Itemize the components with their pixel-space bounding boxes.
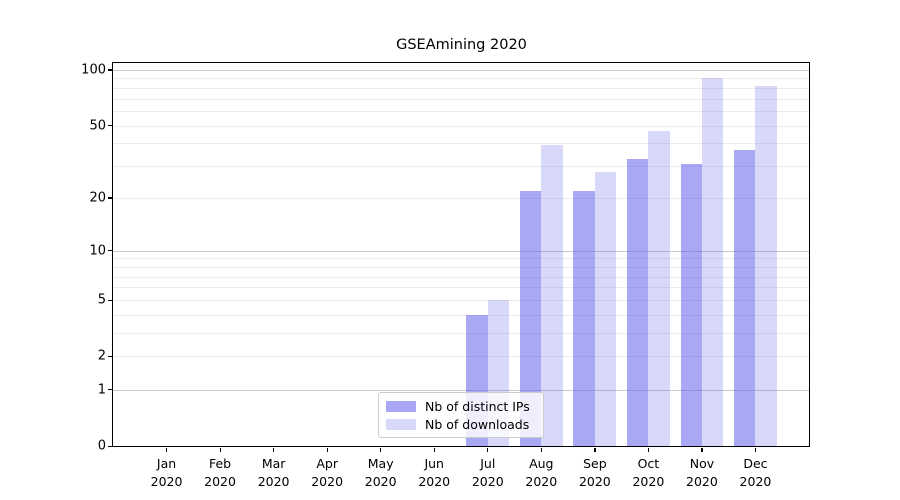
x-tick-label: Sep 2020 xyxy=(578,456,611,490)
y-tick xyxy=(108,445,112,447)
y-tick-label: 10 xyxy=(89,243,106,259)
bar-dec-downloads xyxy=(755,85,777,446)
gridline-minor xyxy=(113,276,809,278)
gridline-minor xyxy=(113,87,809,89)
y-tick-label: 5 xyxy=(97,292,106,308)
bar-aug-distinct-ips xyxy=(519,190,542,446)
y-tick-label: 0 xyxy=(97,438,106,454)
x-tick-label: Dec 2020 xyxy=(739,456,772,490)
y-tick xyxy=(108,389,112,391)
y-tick-label: 100 xyxy=(81,62,106,78)
x-tick-label: May 2020 xyxy=(364,456,397,490)
x-tick xyxy=(540,448,542,452)
gridline-major xyxy=(113,250,809,252)
legend-entry-downloads: Nb of downloads xyxy=(386,416,535,432)
bar-nov-downloads xyxy=(701,77,724,446)
x-tick xyxy=(219,448,221,452)
y-tick xyxy=(108,197,112,199)
x-tick-label: Mar 2020 xyxy=(257,456,290,490)
legend-entry-distinct-ips: Nb of distinct IPs xyxy=(386,398,535,414)
gridline-minor xyxy=(113,166,809,168)
y-tick-label: 2 xyxy=(97,348,106,364)
gridline-minor xyxy=(113,300,809,301)
x-tick-label: Feb 2020 xyxy=(204,456,236,490)
bar-dec-distinct-ips xyxy=(734,149,756,446)
legend-label-downloads: Nb of downloads xyxy=(425,416,530,432)
gridline-minor xyxy=(113,266,809,268)
x-tick-label: Oct 2020 xyxy=(632,456,665,490)
x-tick xyxy=(487,448,489,452)
x-tick-label: Jun 2020 xyxy=(418,456,451,490)
bar-nov-distinct-ips xyxy=(680,163,702,446)
gridline-minor xyxy=(113,197,809,199)
bar-sep-distinct-ips xyxy=(573,190,595,446)
bar-oct-distinct-ips xyxy=(626,158,649,446)
gridline-minor xyxy=(113,111,809,113)
x-tick xyxy=(701,448,703,452)
x-tick xyxy=(647,448,650,452)
gridline-minor xyxy=(113,314,809,316)
x-tick xyxy=(326,448,328,452)
gridline-minor xyxy=(113,98,809,100)
y-tick xyxy=(108,355,112,358)
gridline-minor xyxy=(113,356,809,358)
gridline-minor xyxy=(113,258,809,260)
y-tick xyxy=(108,250,112,252)
y-tick-label: 20 xyxy=(89,190,106,206)
x-tick xyxy=(166,448,168,452)
y-tick xyxy=(108,299,112,301)
plot-area xyxy=(112,62,810,447)
y-tick xyxy=(108,125,112,127)
gridline-minor xyxy=(113,78,809,80)
x-tick-label: Nov 2020 xyxy=(686,456,718,490)
bar-aug-downloads xyxy=(541,145,563,446)
gridline-minor xyxy=(113,287,809,289)
y-tick xyxy=(108,69,112,71)
x-tick xyxy=(380,448,382,452)
gridline-minor xyxy=(113,125,809,127)
gridline-major xyxy=(113,69,809,71)
x-tick-label: Apr 2020 xyxy=(311,456,344,490)
x-tick-label: Aug 2020 xyxy=(525,456,558,490)
x-tick xyxy=(594,448,596,452)
x-tick xyxy=(754,448,757,452)
legend-swatch-distinct-ips xyxy=(386,400,416,412)
gridline-major xyxy=(113,389,809,391)
x-tick xyxy=(273,448,275,452)
bar-sep-downloads xyxy=(594,171,617,446)
gridline-minor xyxy=(113,143,809,145)
gridline-minor xyxy=(113,333,809,335)
x-tick-label: Jul 2020 xyxy=(471,456,504,490)
x-tick xyxy=(433,448,435,452)
bar-oct-downloads xyxy=(648,130,670,446)
legend-swatch-downloads xyxy=(386,418,416,430)
y-tick-label: 50 xyxy=(89,118,106,134)
legend: Nb of distinct IPs Nb of downloads xyxy=(378,392,544,438)
legend-label-distinct-ips: Nb of distinct IPs xyxy=(425,398,530,414)
x-tick-label: Jan 2020 xyxy=(150,456,183,490)
y-tick-label: 1 xyxy=(97,382,106,398)
chart-title: GSEAmining 2020 xyxy=(396,37,527,53)
